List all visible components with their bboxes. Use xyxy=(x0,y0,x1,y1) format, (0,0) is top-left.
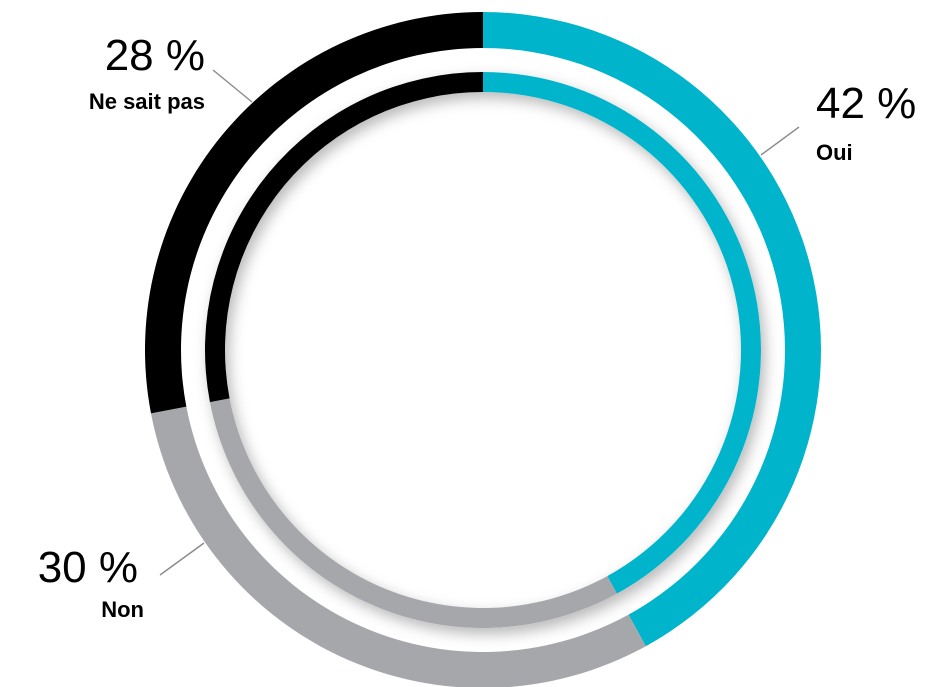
inner-ring xyxy=(205,72,761,628)
label-nesaitpas-name: Ne sait pas xyxy=(89,89,205,114)
leader-line-oui xyxy=(761,127,799,155)
leader-line-nesaitpas xyxy=(213,70,252,102)
outer-ring xyxy=(145,12,821,687)
label-non-percent: 30 % xyxy=(38,543,138,592)
leader-line-non xyxy=(160,543,204,575)
label-oui-percent: 42 % xyxy=(816,79,916,128)
label-oui-name: Oui xyxy=(816,140,853,165)
label-nesaitpas-percent: 28 % xyxy=(105,31,205,80)
label-non-name: Non xyxy=(101,597,144,622)
